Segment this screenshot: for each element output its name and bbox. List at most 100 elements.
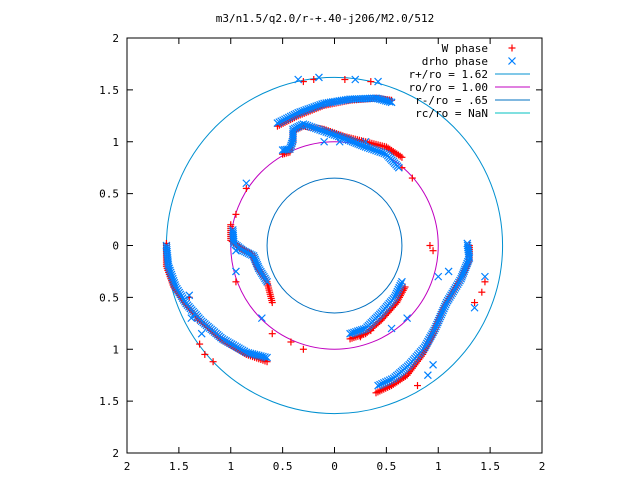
data-point — [439, 306, 447, 315]
marker-stroke — [344, 136, 353, 145]
x-tick-label: 0.5 — [273, 460, 293, 473]
data-point — [232, 210, 240, 218]
data-point — [268, 299, 276, 307]
data-point — [168, 274, 177, 283]
marker-stroke — [309, 123, 318, 132]
marker-stroke — [444, 267, 453, 276]
legend-label: rc/ro = NaN — [415, 107, 488, 120]
marker-stroke — [232, 246, 240, 255]
data-point — [330, 131, 339, 139]
reference-circle — [266, 177, 403, 314]
data-point — [478, 288, 486, 296]
marker-stroke — [432, 320, 441, 329]
marker-stroke — [437, 310, 446, 319]
data-point — [277, 117, 286, 126]
marker-stroke — [163, 251, 172, 260]
data-point — [290, 110, 299, 119]
marker-stroke — [229, 235, 238, 244]
marker-stroke — [463, 241, 472, 250]
marker-stroke — [275, 118, 284, 127]
marker-stroke — [168, 274, 177, 283]
data-point — [367, 78, 375, 86]
marker-stroke — [328, 130, 337, 139]
data-point — [387, 98, 396, 107]
marker-stroke — [372, 94, 380, 103]
y-tick-label: 0.5 — [99, 188, 119, 201]
marker-stroke — [254, 262, 262, 271]
legend-label: W phase — [442, 42, 488, 55]
data-point — [320, 137, 329, 146]
x-tick-label: 1.5 — [169, 460, 189, 473]
marker-stroke — [168, 272, 177, 281]
marker-stroke — [432, 322, 440, 331]
marker-stroke — [440, 302, 449, 311]
marker-stroke — [250, 253, 259, 262]
marker-stroke — [393, 287, 402, 296]
x-tick-label: 0.5 — [376, 460, 396, 473]
data-point — [394, 285, 403, 294]
data-point — [286, 112, 295, 121]
data-point — [341, 76, 349, 83]
marker-stroke — [438, 308, 447, 317]
marker-stroke — [377, 95, 386, 104]
marker-stroke — [250, 350, 259, 359]
marker-stroke — [351, 75, 360, 84]
data-point — [391, 291, 400, 300]
marker-stroke — [434, 272, 443, 281]
data-point — [316, 125, 324, 134]
marker-stroke — [436, 312, 445, 321]
data-point — [438, 308, 447, 317]
marker-stroke — [387, 324, 396, 333]
data-point — [434, 316, 443, 325]
marker-stroke — [324, 128, 333, 137]
data-point — [164, 262, 173, 271]
data-point — [332, 131, 341, 140]
data-point — [434, 272, 443, 281]
marker-stroke — [435, 314, 444, 323]
data-point — [311, 124, 320, 133]
data-point — [385, 97, 394, 106]
marker-stroke — [387, 98, 396, 107]
data-point — [463, 241, 472, 250]
data-point — [383, 377, 392, 385]
marker-stroke — [163, 249, 172, 258]
data-point — [441, 300, 450, 309]
marker-stroke — [396, 281, 405, 290]
data-point — [169, 276, 178, 285]
marker-stroke — [387, 375, 396, 384]
marker-stroke — [261, 353, 269, 361]
data-point — [396, 152, 404, 160]
data-point — [307, 123, 316, 131]
data-point — [232, 267, 240, 276]
data-point — [263, 353, 271, 362]
marker-stroke — [348, 137, 357, 146]
marker-stroke — [303, 121, 312, 130]
data-point — [201, 350, 209, 358]
data-point — [292, 109, 301, 118]
data-point — [187, 314, 196, 323]
data-point — [390, 293, 399, 302]
data-point — [378, 379, 386, 388]
chart-title: m3/n1.5/q2.0/r-+.40-j206/M2.0/512 — [216, 12, 435, 25]
data-point — [232, 246, 240, 255]
legend-label: r+/ro = 1.62 — [409, 68, 488, 81]
marker-stroke — [370, 145, 378, 154]
marker-stroke — [251, 257, 260, 266]
marker-stroke — [429, 360, 437, 369]
data-point — [440, 302, 449, 311]
marker-stroke — [248, 349, 257, 358]
data-point — [168, 272, 177, 281]
marker-stroke — [463, 243, 472, 252]
marker-stroke — [350, 138, 359, 147]
y-tick-label: 2 — [112, 447, 119, 460]
marker-stroke — [286, 112, 295, 121]
y-tick-label: 2 — [112, 32, 119, 45]
data-point — [367, 145, 376, 154]
marker-stroke — [252, 259, 261, 267]
marker-stroke — [354, 139, 363, 148]
marker-stroke — [244, 348, 253, 357]
marker-stroke — [470, 303, 479, 312]
x-tick-label: 1 — [227, 460, 234, 473]
data-point — [376, 148, 385, 156]
marker-stroke — [163, 247, 171, 256]
